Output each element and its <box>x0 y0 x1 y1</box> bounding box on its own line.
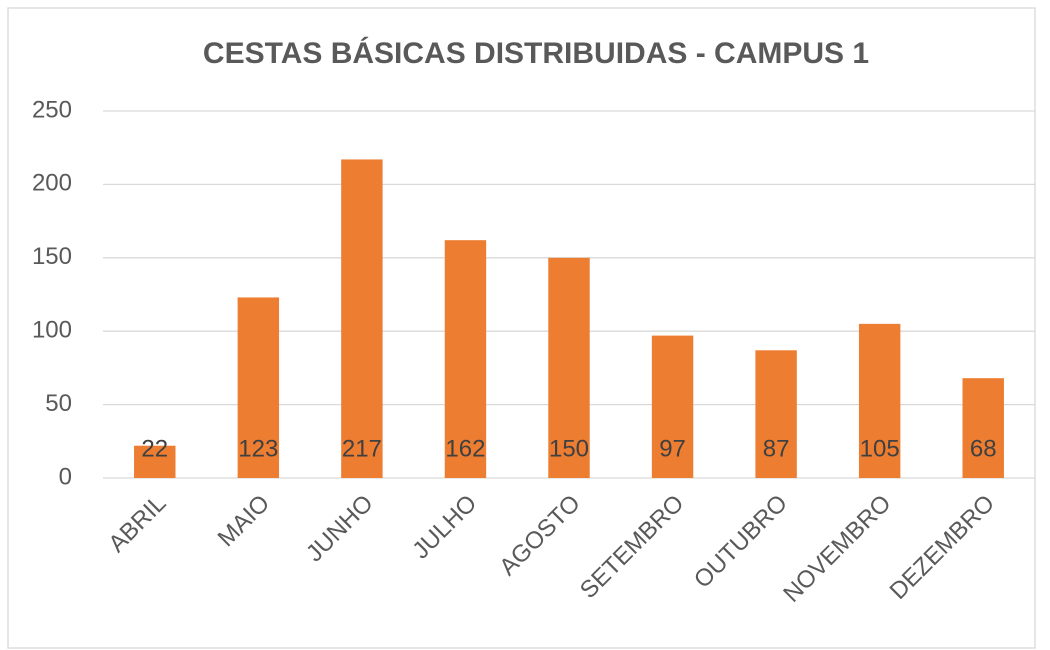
data-label: 105 <box>860 435 900 462</box>
chart-title: CESTAS BÁSICAS DISTRIBUIDAS - CAMPUS 1 <box>203 36 869 70</box>
y-tick-label: 150 <box>32 243 72 270</box>
y-tick-label: 50 <box>45 390 72 417</box>
data-label: 22 <box>141 435 168 462</box>
data-label: 217 <box>342 435 382 462</box>
bar <box>341 159 383 478</box>
bar <box>755 350 797 478</box>
data-label: 68 <box>970 435 997 462</box>
bar <box>962 378 1004 478</box>
y-tick-label: 250 <box>32 96 72 123</box>
data-label: 87 <box>763 435 790 462</box>
y-tick-label: 200 <box>32 170 72 197</box>
bar <box>651 335 694 478</box>
data-label: 97 <box>659 435 686 462</box>
bar <box>134 445 176 478</box>
bar <box>858 323 901 478</box>
bar <box>237 297 280 478</box>
data-label: 123 <box>238 435 278 462</box>
y-tick-label: 100 <box>32 317 72 344</box>
bar <box>444 240 487 478</box>
bar <box>548 257 590 478</box>
y-tick-label: 0 <box>59 463 72 490</box>
data-label: 150 <box>549 435 589 462</box>
data-label: 162 <box>445 435 485 462</box>
